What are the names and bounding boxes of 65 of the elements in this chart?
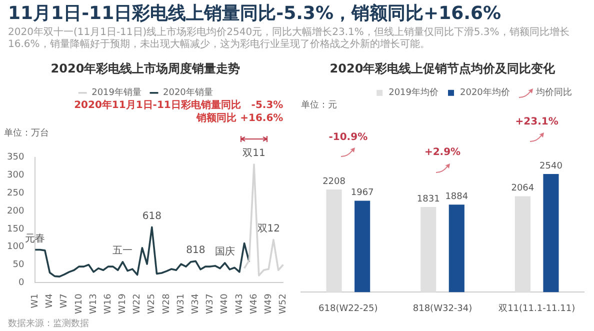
y-tick-label: 350: [6, 152, 24, 163]
source-note: 数据来源：监测数据: [8, 318, 89, 330]
data-label: 2064: [511, 184, 534, 194]
x-tick-label: W34: [191, 293, 202, 314]
text: -10.9%: [328, 132, 368, 144]
legend-label: 2020年均价: [460, 87, 510, 98]
x-tick-label: W1: [30, 294, 41, 308]
annotation: 国庆: [214, 246, 235, 258]
y-tick-label: 100: [6, 242, 24, 252]
x-tick-label: W13: [88, 294, 99, 314]
y-tick-label: 50: [12, 260, 24, 270]
data-label: 2540: [540, 161, 563, 172]
bar: [420, 207, 436, 292]
x-tick-label: W46: [249, 293, 260, 314]
annotation: 双11: [242, 148, 266, 160]
x-tick-label: 618(W22-25): [318, 304, 378, 314]
annotation: 五一: [112, 245, 133, 256]
text: 11月1日-11日彩电线上销量同比-5.3%，销额同比+16.6%: [8, 3, 502, 25]
x-tick-label: W7: [60, 294, 70, 308]
x-tick-label: W28: [162, 293, 172, 314]
x-tick-label: W16: [103, 293, 114, 314]
x-tick-label: W49: [264, 293, 274, 314]
x-tick-label: 双11(11.1-11.11): [498, 304, 576, 314]
text: +23.1%: [515, 116, 558, 128]
x-tick-label: W31: [176, 294, 186, 314]
legend-label: 2019年销量: [92, 87, 142, 98]
x-tick-label: W4: [45, 293, 56, 308]
x-tick-label: W43: [234, 294, 245, 314]
text: 销额同比 +16.6%: [196, 112, 284, 124]
data-label: 1967: [350, 188, 374, 198]
y-tick-label: 250: [6, 188, 24, 199]
y-axis-title: 单位：万台: [4, 128, 49, 139]
y-tick-label: 200: [6, 206, 24, 216]
annotation: 618: [142, 210, 162, 222]
x-tick-label: W40: [220, 293, 230, 314]
x-tick-label: 818(W32-34): [412, 304, 472, 314]
y-tick-label: 150: [6, 224, 24, 234]
bar: [514, 196, 530, 292]
legend-label: 2019年均价: [388, 87, 438, 98]
x-tick-label: W22: [132, 294, 143, 314]
x-tick-label: W37: [206, 294, 216, 314]
data-label: 1884: [445, 192, 468, 202]
legend-label: 2020年销量: [163, 87, 213, 98]
data-label: 1831: [416, 194, 440, 204]
annotation: 双12: [257, 223, 280, 234]
bar: [448, 204, 464, 292]
chart-title: 2020年彩电线上促销节点均价及同比变化: [330, 61, 556, 76]
x-tick-label: W19: [118, 293, 128, 314]
chart-title: 2020年彩电线上市场周度销量走势: [50, 61, 240, 76]
y-axis-title: 单位：元: [301, 100, 337, 111]
y-tick-label: 0: [18, 278, 24, 288]
text: 2020年11月1日-11日彩电销量同比 -5.3%: [74, 98, 284, 111]
y-tick-label: 300: [6, 170, 24, 181]
x-tick-label: W25: [147, 294, 158, 314]
data-label: 2208: [322, 176, 346, 187]
bar: [326, 189, 342, 292]
annotation: 818: [186, 244, 206, 256]
x-tick-label: W10: [74, 293, 84, 314]
bar: [543, 174, 559, 292]
text: 2020年双十一(11月1日-11日)线上市场彩电均价2540元，同比大幅增长23.1%，但线上销量仅同比下滑5.3%，销额同比增长16.6%，销量降幅好于预期，未出现大幅减少，这为彩电行业呈现了价格战之外新的增长可能。: [8, 27, 570, 51]
x-tick-label: W52: [278, 294, 289, 314]
text: +2.9%: [424, 147, 461, 158]
annotation: 元春: [25, 233, 46, 244]
text: 均价同比: [534, 87, 572, 98]
bar: [354, 200, 370, 292]
